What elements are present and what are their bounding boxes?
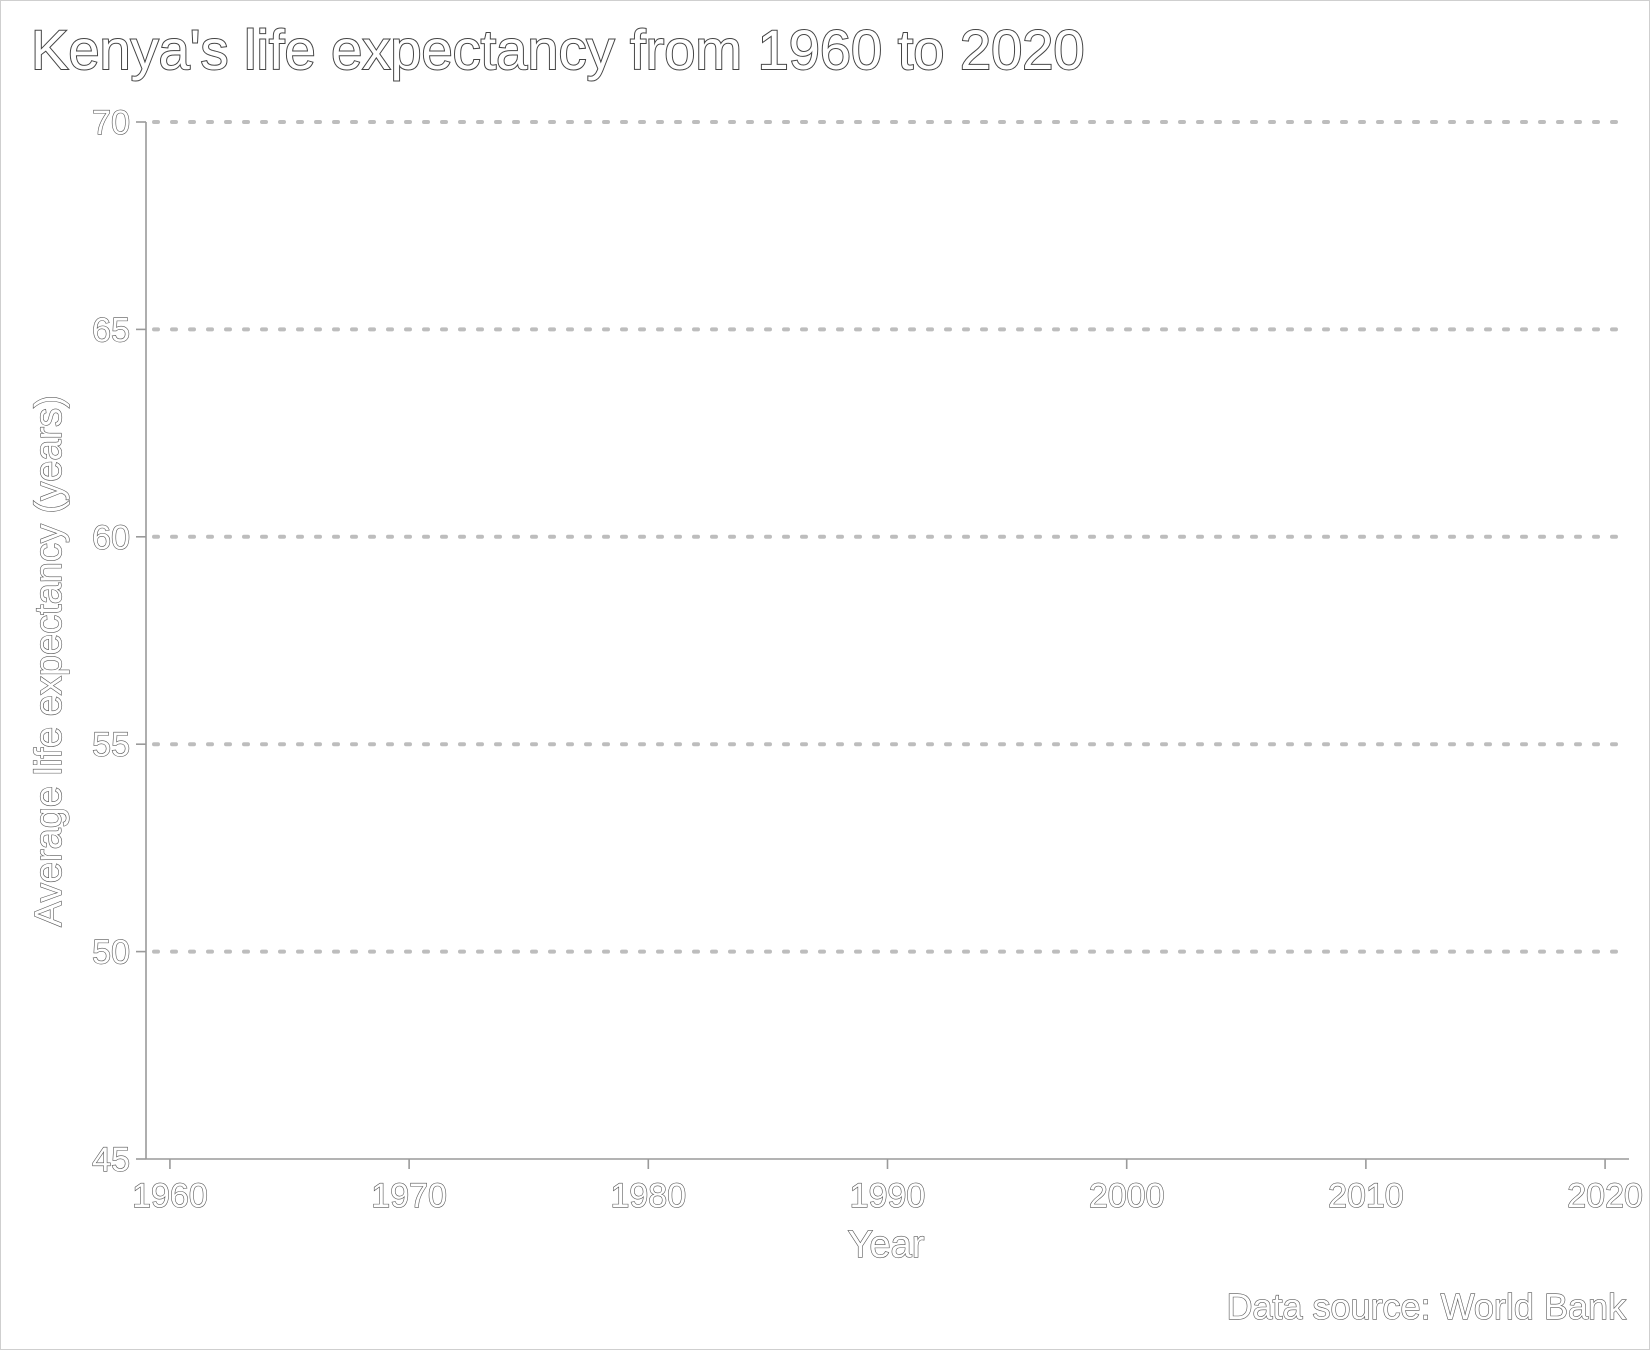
x-tick-label-2000: 2000 — [1089, 1177, 1165, 1215]
y-tick-label-60: 60 — [92, 519, 130, 557]
axes — [145, 122, 1629, 1160]
y-tick-label-45: 45 — [92, 1141, 130, 1179]
y-tick-label-50: 50 — [92, 934, 130, 972]
data-source-note: Data source: World Bank — [1226, 1286, 1627, 1327]
x-axis-label: Year — [848, 1224, 925, 1266]
x-tick-label-2020: 2020 — [1567, 1177, 1643, 1215]
x-tick-label-1990: 1990 — [850, 1177, 926, 1215]
y-axis-ticks: 45 50 55 60 65 70 — [92, 103, 146, 1180]
y-axis-label: Average life expectancy (years) — [28, 395, 70, 927]
y-tick-label-70: 70 — [92, 104, 130, 142]
y-tick-label-55: 55 — [92, 726, 130, 764]
x-tick-label-1980: 1980 — [610, 1177, 686, 1215]
x-tick-label-2010: 2010 — [1328, 1177, 1404, 1215]
chart-title: Kenya's life expectancy from 1960 to 202… — [31, 18, 1085, 81]
gridlines — [152, 120, 1631, 954]
x-tick-label-1960: 1960 — [132, 1177, 208, 1215]
x-axis-ticks: 1960 1970 1980 1990 2000 2010 2020 — [131, 1159, 1644, 1216]
x-tick-label-1970: 1970 — [371, 1177, 447, 1215]
y-tick-label-65: 65 — [92, 311, 130, 349]
